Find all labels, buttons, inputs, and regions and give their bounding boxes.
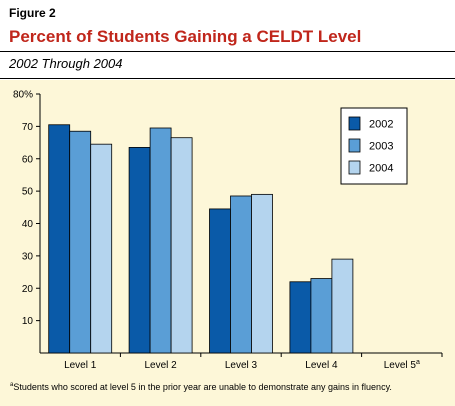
x-tick-label: Level 3 bbox=[225, 360, 258, 371]
x-tick-label: Level 5a bbox=[384, 359, 420, 371]
y-tick-label: 70 bbox=[22, 122, 34, 133]
bar bbox=[230, 195, 252, 354]
bar bbox=[251, 193, 273, 354]
y-tick-label: 50 bbox=[22, 187, 34, 198]
y-tick-label: 10 bbox=[22, 316, 34, 327]
x-tick-label: Level 2 bbox=[144, 360, 177, 371]
bar bbox=[209, 208, 231, 354]
legend-swatch bbox=[348, 138, 361, 153]
bar bbox=[331, 258, 354, 354]
y-tick-label: 40 bbox=[22, 219, 34, 230]
footnote-marker: a bbox=[10, 382, 14, 388]
footnote-text: Students who scored at level 5 in the pr… bbox=[13, 382, 392, 392]
chart-subtitle: 2002 Through 2004 bbox=[9, 56, 123, 71]
bar-chart: 10 20 30 40 50 60 70 80% Level 1 Level 2 Level 3 Le… bbox=[13, 90, 443, 371]
footnote: aStudents who scored at level 5 in the p… bbox=[10, 382, 392, 392]
legend-label: 2004 bbox=[369, 163, 393, 175]
chart-title: Percent of Students Gaining a CELDT Leve… bbox=[9, 27, 362, 46]
legend-swatch bbox=[348, 160, 361, 175]
bar bbox=[310, 278, 333, 354]
x-tick-label: Level 1 bbox=[64, 360, 97, 371]
x-tick-superscript: a bbox=[416, 359, 420, 366]
bar bbox=[128, 147, 151, 354]
y-tick-label: 60 bbox=[22, 154, 34, 165]
bar bbox=[289, 281, 312, 354]
x-tick-label: Level 4 bbox=[305, 360, 338, 371]
subtitle-divider bbox=[0, 78, 455, 79]
bar bbox=[48, 124, 71, 354]
bar bbox=[149, 127, 172, 354]
legend-label: 2003 bbox=[369, 141, 393, 153]
title-divider bbox=[0, 51, 455, 52]
y-tick-label: 20 bbox=[22, 284, 34, 295]
y-tick-label: 30 bbox=[22, 251, 34, 262]
legend-label: 2002 bbox=[369, 119, 393, 131]
bar bbox=[69, 130, 92, 354]
legend-swatch bbox=[348, 116, 361, 131]
bar bbox=[170, 137, 193, 354]
figure-label: Figure 2 bbox=[9, 6, 56, 20]
y-tick-label: 80% bbox=[13, 90, 33, 101]
bar bbox=[90, 143, 113, 354]
